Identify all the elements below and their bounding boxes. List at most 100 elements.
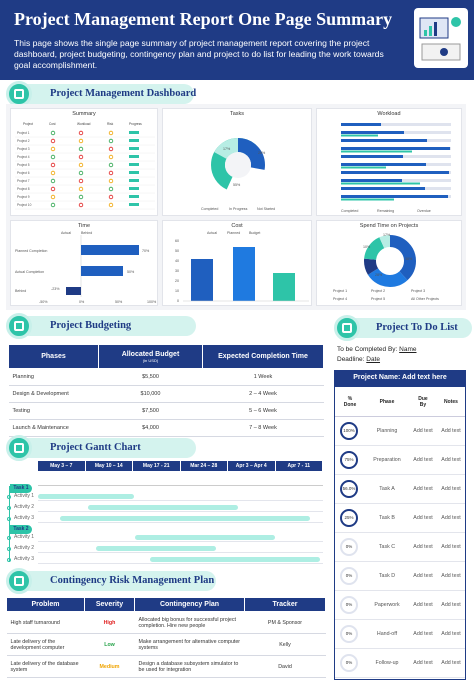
umbrella-icon <box>6 568 32 594</box>
summary-row-label: Project 3 <box>17 147 30 151</box>
budget-row: Design & Development $10,000 2 – 4 Week <box>8 385 324 403</box>
gantt-activity-label: Activity 1 <box>14 534 35 540</box>
progress-bar <box>129 163 139 166</box>
section-dashboard-title: Project Management Dashboard <box>20 84 196 104</box>
status-dot <box>108 162 114 168</box>
time-bar-behind <box>66 287 81 295</box>
page-title: Project Management Report One Page Summa… <box>14 9 393 29</box>
gantt-task-1: Task 1 <box>10 484 32 493</box>
progress-bar <box>129 147 139 150</box>
progress-donut: 0% <box>340 653 358 672</box>
todo-project-name: Project Name: Add text here <box>334 370 466 386</box>
summary-col-header: Progress <box>129 122 142 126</box>
gantt-bar <box>135 535 275 540</box>
todo-row: 56.0% Task A Add text Add text <box>335 475 465 504</box>
status-dot <box>50 138 56 144</box>
progress-bar <box>129 155 139 158</box>
todo-row: 0% Paperwork Add text Add text <box>335 591 465 620</box>
risk-table: Problem Severity Contingency Plan Tracke… <box>6 597 326 678</box>
budget-row: Testing $7,500 5 – 6 Week <box>8 402 324 420</box>
status-dot <box>108 178 114 184</box>
todo-completed-by: To be Completed By: Name <box>337 346 417 353</box>
status-dot <box>108 194 114 200</box>
progress-donut: 25% <box>340 508 358 527</box>
status-dot <box>108 202 114 208</box>
page-subtitle: This page shows the single page summary … <box>14 38 384 70</box>
summary-grid: Project Cost Workload Risk Progress Project 1… <box>15 122 155 210</box>
budget-row: Launch & Maintenance $4,000 7 – 8 Week <box>8 419 324 437</box>
status-dot <box>78 154 84 160</box>
gantt-activity-label: Activity 2 <box>14 504 35 510</box>
todo-row: 0% Hand-off Add text Add text <box>335 620 465 649</box>
workload-bar <box>341 163 426 166</box>
status-dot <box>78 130 84 136</box>
progress-donut: 0% <box>340 537 358 556</box>
tasks-donut <box>211 138 265 192</box>
gantt-week-header: Apr 3 – Apr 4 <box>228 461 275 471</box>
status-dot <box>108 138 114 144</box>
status-dot <box>50 178 56 184</box>
gantt-week-header: May 3 – 7 <box>38 461 85 471</box>
todo-row: 100% Planning Add text Add text <box>335 417 465 446</box>
summary-row-label: Project 6 <box>17 171 30 175</box>
gantt-week-header: May 10 – 14 <box>85 461 132 471</box>
todo-table: % Done Phase Due By Notes 100% Planning Ad… <box>334 386 466 680</box>
todo-deadline: Deadline: Date <box>337 356 381 363</box>
cost-panel: Cost Actual Planned Budget 60 50 40 30 2… <box>162 220 312 306</box>
report-illustration-icon <box>414 8 468 68</box>
progress-bar <box>129 139 139 142</box>
progress-bar <box>129 179 139 182</box>
summary-row-label: Project 1 <box>17 131 30 135</box>
status-dot <box>108 186 114 192</box>
status-dot <box>78 170 84 176</box>
todo-row: 0% Task C Add text Add text <box>335 533 465 562</box>
gantt-week-header: Mar 24 – 28 <box>180 461 227 471</box>
workload-bar <box>341 179 402 182</box>
time-bar-planned <box>81 245 139 255</box>
gantt-bar <box>88 505 238 510</box>
todo-row: 0% Task D Add text Add text <box>335 562 465 591</box>
workload-panel: Workload Completed Remaining Overdue <box>316 108 462 216</box>
summary-row-label: Project 7 <box>17 179 30 183</box>
status-dot <box>50 186 56 192</box>
summary-panel: Summary Project Cost Workload Risk Progress P… <box>10 108 158 216</box>
todo-row: 0% Follow-up Add text Add text <box>335 649 465 678</box>
workload-bar <box>341 171 449 174</box>
calendar-icon <box>6 435 32 461</box>
status-dot <box>50 162 56 168</box>
risk-row: Late delivery of the database system Medi… <box>6 655 326 678</box>
dashboard-area: Summary Project Cost Workload Risk Progress P… <box>6 104 466 310</box>
summary-row-label: Project 5 <box>17 163 30 167</box>
summary-col-header: Project <box>23 122 33 126</box>
status-dot <box>78 186 84 192</box>
time-panel: Time Actual Behind Planned Completion 70… <box>10 220 158 306</box>
spend-panel: Spend Time on Projects 17% 10% 28% 38% P… <box>316 220 462 306</box>
gantt-task-2: Task 2 <box>10 525 32 534</box>
spend-donut <box>364 235 416 287</box>
budget-icon <box>6 313 32 339</box>
progress-donut: 0% <box>340 624 358 643</box>
status-dot <box>78 138 84 144</box>
workload-bars <box>341 123 451 201</box>
gantt-bar <box>60 516 310 521</box>
summary-col-header: Risk <box>107 122 114 126</box>
todo-row: 25% Task B Add text Add text <box>335 504 465 533</box>
budget-table: Phases Allocated Budget (in USD) Expected… <box>8 344 324 437</box>
progress-donut: 0% <box>340 595 358 614</box>
section-risk-title: Contingency Risk Management Plan <box>20 571 216 591</box>
gantt-activity-label: Activity 3 <box>14 556 35 562</box>
gantt-bar <box>38 494 134 499</box>
status-dot <box>50 146 56 152</box>
section-todo-title: Project To Do List <box>346 318 472 338</box>
progress-bar <box>129 187 139 190</box>
status-dot <box>50 202 56 208</box>
gantt-week-header: Apr 7 - 11 <box>275 461 322 471</box>
section-gantt-title: Project Gantt Chart <box>20 438 196 458</box>
status-dot <box>78 162 84 168</box>
progress-donut: 56.0% <box>340 479 358 498</box>
progress-bar <box>129 203 139 206</box>
risk-row: High staff turnaround High Allocated big b… <box>6 611 326 634</box>
gantt-activity-label: Activity 2 <box>14 545 35 551</box>
page-header: Project Management Report One Page Summa… <box>0 0 474 80</box>
summary-col-header: Workload <box>77 122 91 126</box>
